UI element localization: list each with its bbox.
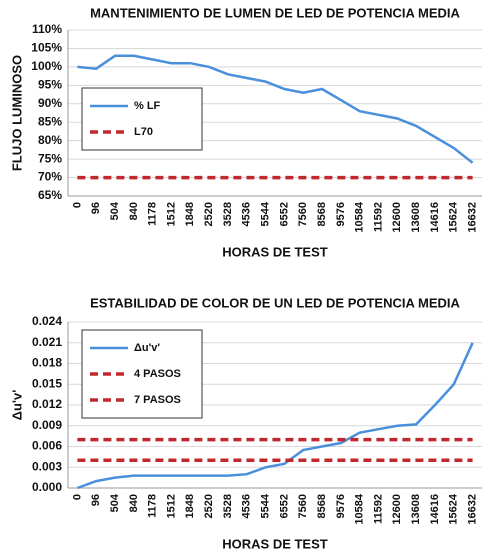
x-tick-label: 840 — [128, 202, 140, 220]
x-tick-label: 13608 — [410, 494, 422, 525]
y-axis-title: FLUJO LUMINOSO — [9, 55, 24, 171]
x-tick-label: 5544 — [259, 493, 271, 518]
series-line — [76, 342, 474, 490]
legend-label: % LF — [134, 100, 161, 112]
x-tick-label: 840 — [128, 494, 140, 512]
legend-label: Δu'v' — [134, 342, 160, 354]
y-tick-label: 0.021 — [32, 335, 62, 349]
x-tick-label: 2520 — [203, 202, 215, 226]
x-tick-label: 10584 — [354, 493, 366, 524]
y-tick-label: 105% — [31, 41, 62, 55]
x-tick-label: 15624 — [448, 201, 460, 232]
x-tick-label: 1512 — [165, 494, 177, 518]
y-tick-label: 95% — [38, 78, 62, 92]
chart-title: ESTABILIDAD DE COLOR DE UN LED DE POTENC… — [90, 295, 460, 310]
x-tick-label: 7560 — [297, 202, 309, 226]
legend-label: 4 PASOS — [134, 368, 181, 380]
x-tick-label: 11592 — [372, 202, 384, 232]
x-tick-label: 12600 — [391, 494, 403, 525]
chart-title: MANTENIMIENTO DE LUMEN DE LED DE POTENCI… — [90, 5, 460, 20]
x-tick-label: 16632 — [466, 202, 478, 233]
x-tick-label: 15624 — [448, 493, 460, 524]
y-tick-label: 0.015 — [32, 376, 62, 390]
x-tick-label: 0 — [71, 202, 83, 208]
x-tick-label: 1512 — [165, 202, 177, 226]
y-tick-label: 0.012 — [32, 397, 62, 411]
x-tick-label: 7560 — [297, 494, 309, 518]
x-tick-label: 5544 — [259, 201, 271, 226]
legend-box — [81, 329, 203, 419]
x-tick-label: 16632 — [466, 494, 478, 525]
x-tick-label: 8568 — [316, 202, 328, 226]
x-tick-label: 1178 — [147, 202, 159, 226]
y-tick-label: 0.018 — [32, 356, 62, 370]
x-tick-label: 9576 — [335, 494, 347, 518]
x-tick-label: 1848 — [184, 494, 196, 518]
x-tick-label: 96 — [90, 494, 102, 506]
x-tick-label: 0 — [71, 494, 83, 500]
x-tick-label: 4536 — [241, 202, 253, 226]
y-tick-label: 65% — [38, 188, 62, 202]
x-tick-label: 13608 — [410, 202, 422, 233]
x-tick-label: 14616 — [429, 202, 441, 233]
y-tick-label: 110% — [32, 22, 62, 36]
x-tick-label: 6552 — [278, 494, 290, 518]
x-tick-label: 12600 — [391, 202, 403, 233]
x-tick-label: 8568 — [316, 494, 328, 518]
y-tick-label: 0.009 — [32, 418, 62, 432]
y-axis-title: Δu'v' — [9, 390, 24, 421]
x-tick-label: 11592 — [372, 494, 384, 524]
x-tick-label: 6552 — [278, 202, 290, 226]
x-tick-label: 1848 — [184, 202, 196, 226]
x-tick-label: 4536 — [241, 494, 253, 518]
x-tick-label: 2520 — [203, 494, 215, 518]
x-tick-label: 14616 — [429, 494, 441, 525]
y-tick-label: 90% — [38, 96, 62, 110]
x-tick-label: 3528 — [222, 494, 234, 518]
y-tick-label: 0.003 — [32, 459, 62, 473]
x-tick-label: 1178 — [147, 494, 159, 518]
x-axis-title: HORAS DE TEST — [222, 244, 328, 259]
y-tick-label: 0.006 — [32, 439, 62, 453]
x-tick-label: 96 — [90, 202, 102, 214]
legend-label: 7 PASOS — [134, 394, 181, 406]
x-tick-label: 504 — [109, 201, 121, 220]
legend-box — [81, 87, 203, 151]
series-line — [77, 54, 474, 164]
x-tick-label: 10584 — [354, 201, 366, 232]
x-axis-title: HORAS DE TEST — [222, 536, 328, 551]
y-tick-label: 0.000 — [32, 480, 62, 494]
x-tick-label: 3528 — [222, 202, 234, 226]
x-tick-label: 504 — [109, 493, 121, 512]
y-tick-label: 85% — [38, 114, 62, 128]
y-tick-label: 100% — [31, 59, 62, 73]
y-tick-label: 75% — [38, 151, 62, 165]
y-tick-label: 0.024 — [32, 314, 62, 328]
x-tick-label: 9576 — [335, 202, 347, 226]
legend-label: L70 — [134, 126, 153, 138]
y-tick-label: 80% — [38, 133, 62, 147]
y-tick-label: 70% — [38, 170, 62, 184]
